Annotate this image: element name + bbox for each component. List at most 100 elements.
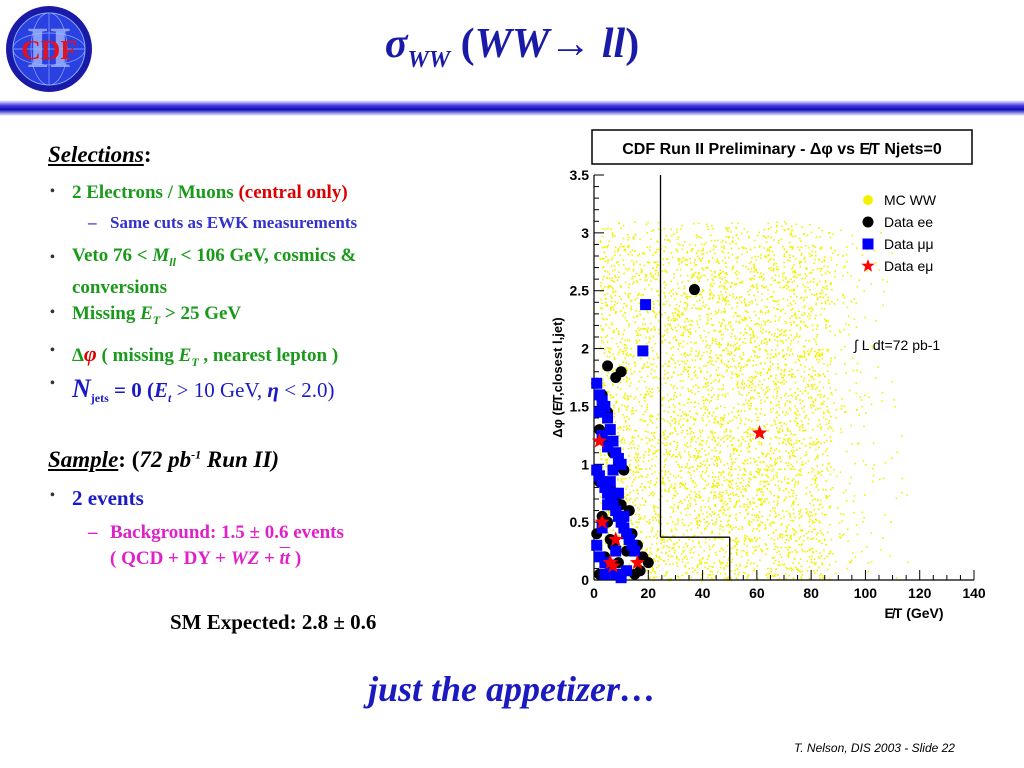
mc-ww-point — [617, 386, 619, 389]
mc-ww-point — [705, 378, 708, 380]
mc-ww-point — [745, 418, 747, 420]
mc-ww-point — [617, 479, 619, 481]
mc-ww-point — [768, 248, 770, 251]
mc-ww-point — [832, 252, 835, 255]
mc-ww-point — [633, 235, 635, 237]
mc-ww-point — [650, 530, 653, 533]
mc-ww-point — [678, 257, 681, 260]
mc-ww-point — [634, 275, 636, 278]
mc-ww-point — [650, 414, 653, 416]
mc-ww-point — [801, 426, 804, 429]
mc-ww-point — [754, 385, 757, 388]
mc-ww-point — [663, 292, 665, 294]
mc-ww-point — [629, 292, 632, 295]
mc-ww-point — [709, 507, 712, 510]
mc-ww-point — [731, 373, 734, 375]
mc-ww-point — [668, 239, 670, 241]
mc-ww-point — [721, 294, 723, 296]
mc-ww-point — [695, 252, 698, 254]
mc-ww-point — [805, 325, 807, 327]
mc-ww-point — [781, 328, 783, 331]
mc-ww-point — [697, 353, 700, 355]
mc-ww-point — [664, 460, 666, 463]
mc-ww-point — [765, 330, 767, 333]
mc-ww-point — [710, 491, 713, 493]
mc-ww-point — [740, 382, 743, 384]
mc-ww-point — [664, 490, 667, 493]
mc-ww-point — [661, 538, 664, 540]
mc-ww-point — [646, 366, 648, 368]
data-ee-point — [615, 366, 627, 378]
mc-ww-point — [694, 482, 696, 484]
mc-ww-point — [730, 577, 732, 579]
mc-ww-point — [609, 512, 611, 514]
mc-ww-point — [621, 437, 624, 439]
mc-ww-point — [654, 342, 656, 345]
mc-ww-point — [785, 322, 788, 325]
mc-ww-point — [686, 342, 689, 345]
mc-ww-point — [650, 416, 652, 418]
mc-ww-point — [708, 307, 711, 310]
mc-ww-point — [749, 407, 751, 410]
mc-ww-point — [723, 247, 725, 250]
mc-ww-point — [683, 524, 686, 526]
mc-ww-point — [655, 481, 658, 484]
mc-ww-point — [719, 537, 722, 540]
mc-ww-point — [640, 482, 643, 485]
mc-ww-point — [812, 570, 815, 572]
mc-ww-point — [787, 439, 789, 441]
mc-ww-point — [691, 273, 694, 276]
mc-ww-point — [815, 358, 818, 361]
mc-ww-point — [780, 309, 783, 312]
mc-ww-point — [777, 546, 779, 549]
mc-ww-point — [841, 520, 844, 522]
mc-ww-point — [780, 333, 783, 335]
mc-ww-point — [720, 496, 723, 498]
mc-ww-point — [714, 576, 717, 578]
mc-ww-point — [634, 504, 637, 506]
mc-ww-point — [845, 372, 847, 374]
mc-ww-point — [640, 530, 642, 533]
mc-ww-point — [720, 241, 723, 243]
mc-ww-point — [753, 377, 756, 379]
mc-ww-point — [719, 324, 722, 326]
mc-ww-point — [783, 422, 786, 425]
mc-ww-point — [718, 373, 721, 376]
mc-ww-point — [796, 332, 798, 335]
mc-ww-point — [618, 276, 620, 278]
mc-ww-point — [682, 533, 685, 536]
mc-ww-point — [698, 272, 700, 274]
mc-ww-point — [806, 560, 808, 563]
mc-ww-point — [792, 300, 795, 302]
mc-ww-point — [723, 319, 726, 322]
mc-ww-point — [681, 260, 684, 263]
mc-ww-point — [606, 245, 609, 248]
mc-ww-point — [809, 314, 812, 317]
mc-ww-point — [818, 446, 820, 449]
mc-ww-point — [642, 541, 644, 544]
mc-ww-point — [613, 254, 616, 257]
mc-ww-point — [669, 486, 672, 488]
mc-ww-point — [769, 267, 772, 269]
mc-ww-point — [744, 468, 746, 471]
mc-ww-point — [665, 535, 668, 538]
mc-ww-point — [665, 451, 668, 453]
mc-ww-point — [762, 501, 765, 503]
y-tick-label: 1.5 — [570, 398, 590, 414]
mc-ww-point — [653, 358, 655, 361]
mc-ww-point — [687, 524, 690, 527]
mc-ww-point — [676, 456, 678, 458]
mc-ww-point — [708, 446, 710, 448]
mc-ww-point — [614, 369, 617, 371]
mc-ww-point — [658, 499, 661, 501]
mc-ww-point — [782, 354, 784, 357]
mc-ww-point — [748, 384, 751, 387]
mc-ww-point — [789, 409, 792, 411]
mc-ww-point — [723, 363, 726, 366]
mc-ww-point — [785, 488, 788, 491]
mc-ww-point — [795, 433, 797, 436]
mc-ww-point — [834, 356, 836, 359]
mc-ww-point — [817, 325, 819, 327]
data-mumu-point — [610, 505, 622, 517]
mc-ww-point — [670, 347, 672, 350]
